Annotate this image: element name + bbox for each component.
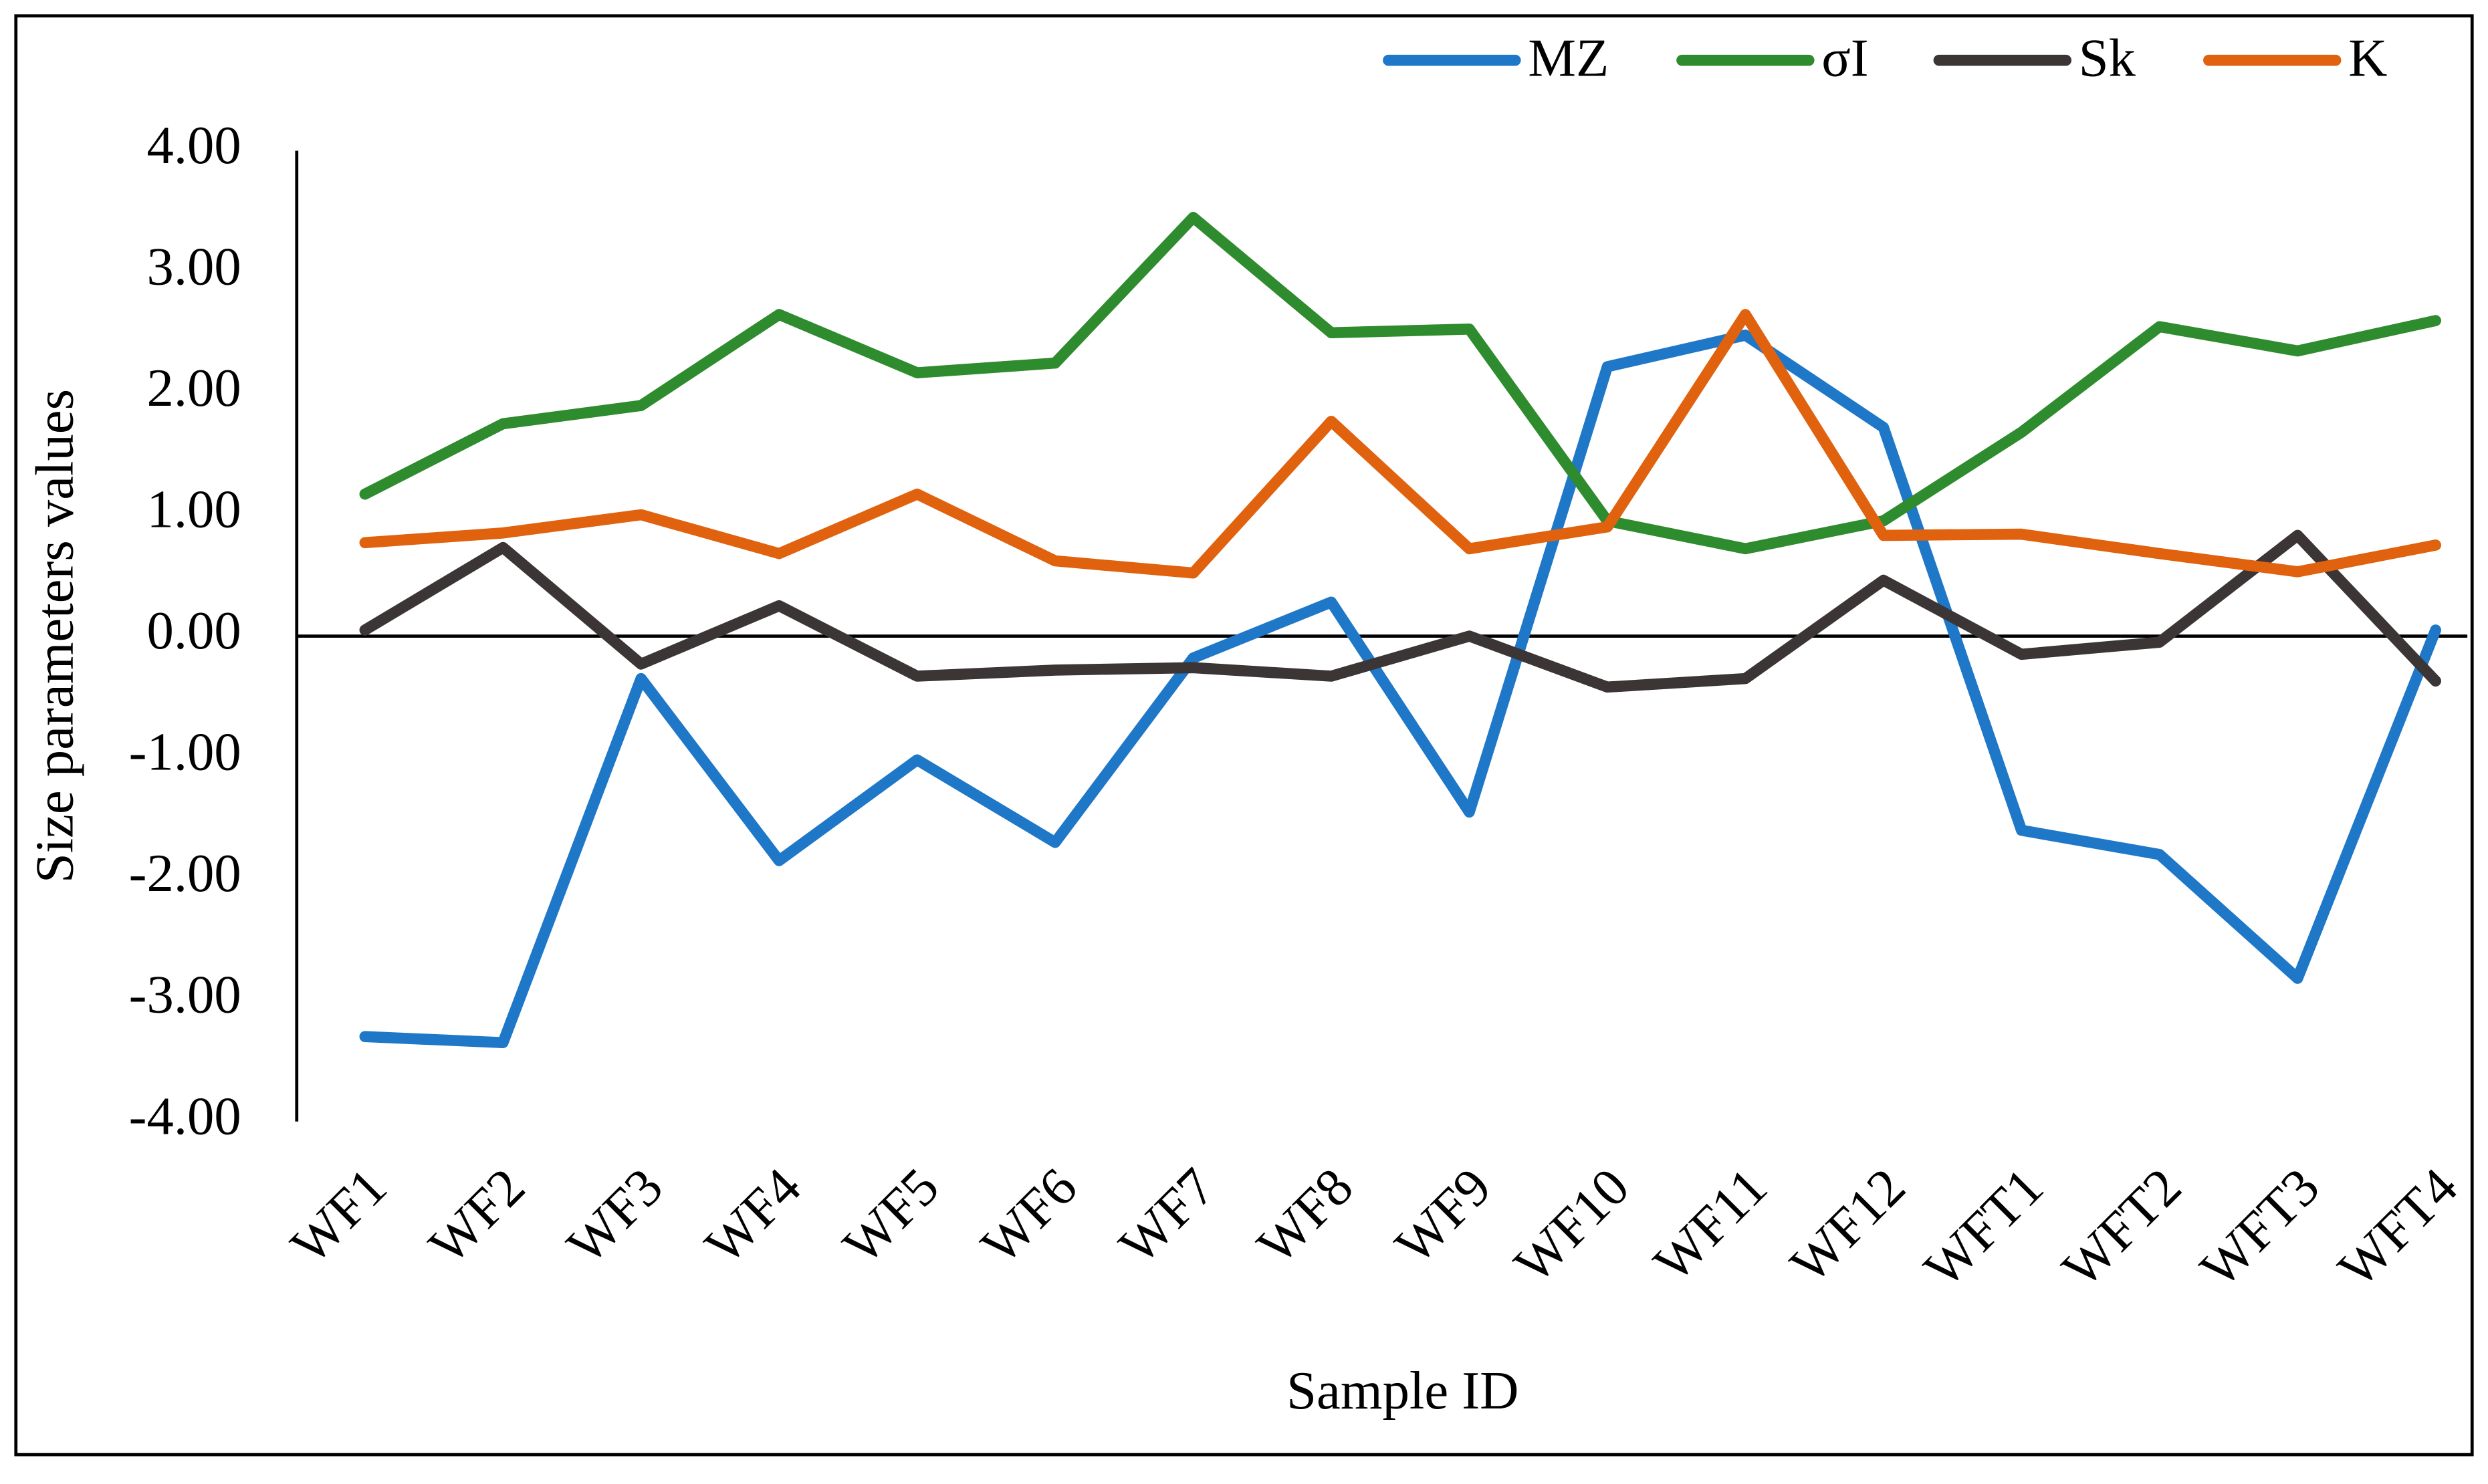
y-tick-label: -3.00 <box>129 965 241 1025</box>
legend-label: σI <box>1821 28 1868 88</box>
y-tick-label: 4.00 <box>147 116 241 175</box>
legend-label: MZ <box>1528 28 1609 88</box>
y-tick-label: 2.00 <box>147 358 241 418</box>
legend-label: Sk <box>2079 28 2136 88</box>
data-line <box>359 330 2441 1049</box>
y-tick-label: -2.00 <box>129 844 241 903</box>
legend-label: K <box>2348 28 2387 88</box>
y-tick-label: -4.00 <box>129 1086 241 1146</box>
data-line <box>359 211 2441 555</box>
data-line <box>359 309 2441 579</box>
data-line <box>359 529 2441 693</box>
y-tick-label: 3.00 <box>147 237 241 296</box>
x-axis-label: Sample ID <box>1286 1361 1518 1420</box>
y-axis-label: Size parameters values <box>25 389 85 883</box>
y-tick-label: 0.00 <box>147 601 241 660</box>
y-tick-label: 1.00 <box>147 480 241 539</box>
y-tick-label: -1.00 <box>129 723 241 782</box>
